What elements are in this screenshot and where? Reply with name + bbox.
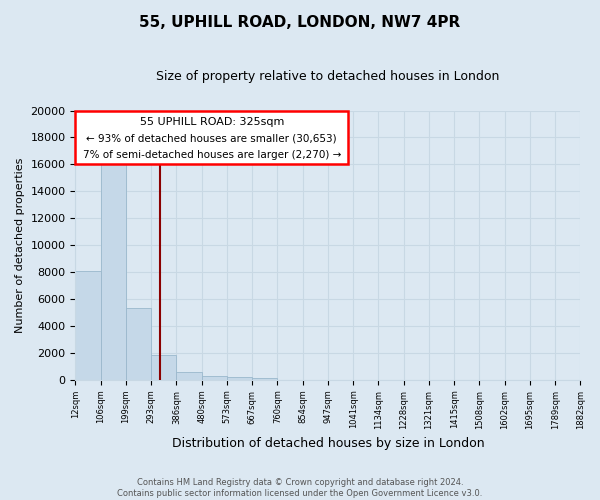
- Bar: [176, 372, 202, 380]
- X-axis label: Distribution of detached houses by size in London: Distribution of detached houses by size …: [172, 437, 484, 450]
- Bar: [76, 271, 101, 380]
- Bar: [252, 378, 277, 380]
- Y-axis label: Number of detached properties: Number of detached properties: [15, 158, 25, 333]
- Bar: [202, 376, 227, 380]
- Text: ← 93% of detached houses are smaller (30,653): ← 93% of detached houses are smaller (30…: [86, 134, 337, 143]
- Title: Size of property relative to detached houses in London: Size of property relative to detached ho…: [156, 70, 500, 83]
- Text: 7% of semi-detached houses are larger (2,270) →: 7% of semi-detached houses are larger (2…: [83, 150, 341, 160]
- Text: 55, UPHILL ROAD, LONDON, NW7 4PR: 55, UPHILL ROAD, LONDON, NW7 4PR: [139, 15, 461, 30]
- Bar: [227, 378, 252, 380]
- FancyBboxPatch shape: [76, 110, 348, 164]
- Text: Contains HM Land Registry data © Crown copyright and database right 2024.
Contai: Contains HM Land Registry data © Crown c…: [118, 478, 482, 498]
- Text: 55 UPHILL ROAD: 325sqm: 55 UPHILL ROAD: 325sqm: [140, 118, 284, 128]
- Bar: [151, 355, 176, 380]
- Bar: [126, 308, 151, 380]
- Bar: [101, 156, 126, 380]
